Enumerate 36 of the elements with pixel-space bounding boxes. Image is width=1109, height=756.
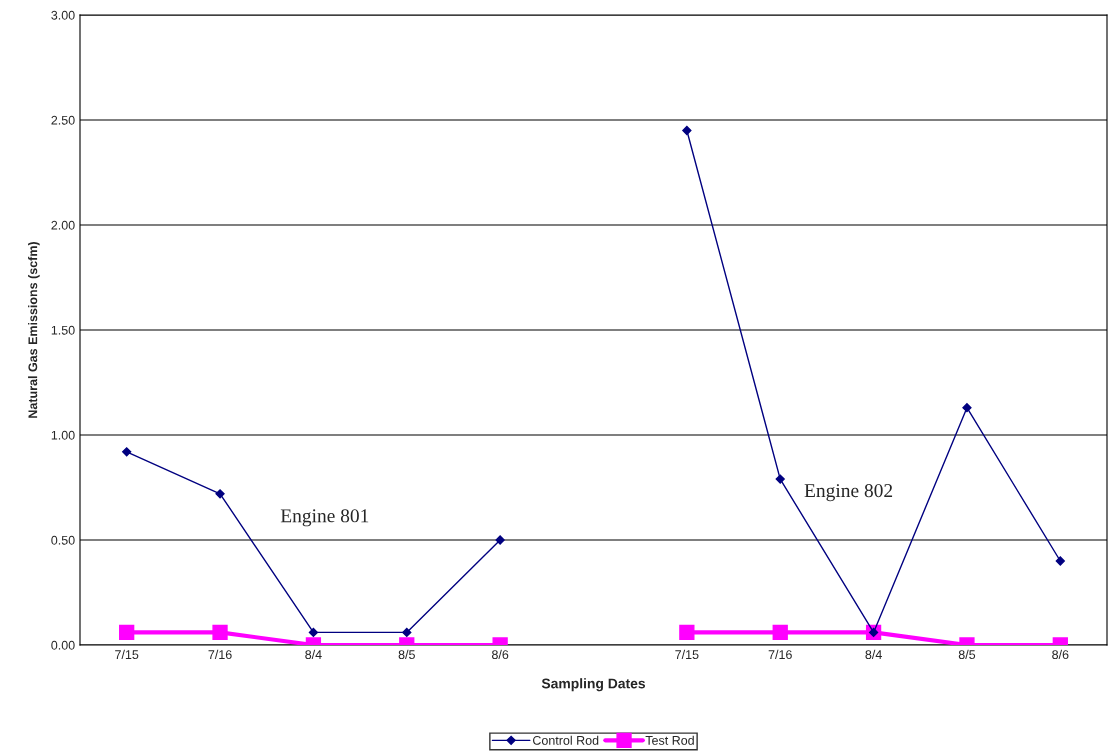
point — [402, 627, 412, 638]
legend-label: Test Rod — [645, 735, 694, 745]
y-tick-label: 1.50 — [51, 325, 75, 335]
x-axis-title: Sampling Dates — [541, 678, 646, 692]
point — [682, 125, 692, 136]
point — [119, 624, 135, 641]
point — [962, 403, 972, 413]
y-tick-label: 2.50 — [51, 115, 75, 125]
point — [1055, 556, 1065, 566]
x-tick-label: 7/16 — [208, 649, 232, 660]
y-tick-label: 2.00 — [51, 220, 75, 230]
y-tick-label: 0.00 — [51, 640, 75, 650]
point — [775, 474, 785, 484]
x-tick-label: 8/5 — [398, 649, 415, 660]
y-axis-title: Natural Gas Emissions (scfm) — [28, 242, 40, 418]
y-tick-label: 3.00 — [51, 10, 75, 20]
x-tick-label: 8/4 — [305, 649, 322, 660]
x-tick-label: 7/15 — [675, 649, 699, 660]
point — [308, 627, 319, 638]
x-tick-label: 7/15 — [115, 649, 139, 660]
x-tick-label: 8/6 — [1052, 649, 1069, 660]
point — [122, 447, 132, 457]
x-tick-label: 8/6 — [491, 649, 509, 660]
point — [215, 489, 225, 499]
annotation: Engine 802 — [804, 484, 893, 502]
x-tick-label: 8/5 — [958, 649, 976, 660]
y-tick-label: 0.50 — [51, 535, 75, 545]
point — [772, 624, 788, 641]
annotation: Engine 801 — [280, 509, 369, 527]
legend-label: Control Rod — [533, 735, 599, 745]
x-tick-label: 7/16 — [768, 649, 792, 660]
x-tick-label: 8/4 — [865, 649, 882, 660]
point — [679, 624, 695, 641]
point — [495, 535, 505, 545]
point — [212, 624, 228, 641]
y-tick-label: 1.00 — [51, 430, 75, 440]
